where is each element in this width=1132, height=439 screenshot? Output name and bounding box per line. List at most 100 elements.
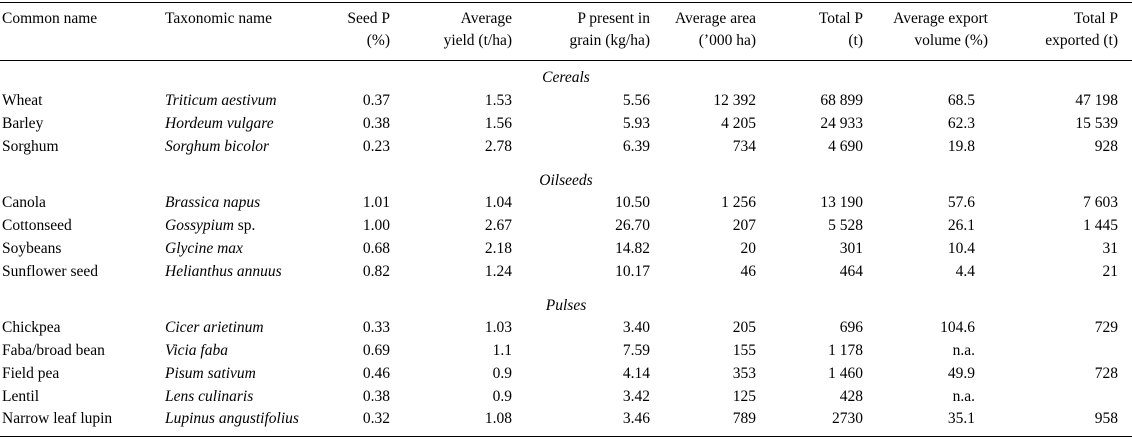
header-taxonomic-name: Taxonomic name [165, 10, 272, 27]
section-title-oilseeds: Oilseeds [539, 172, 593, 189]
row-seed-p: 0.68 [362, 240, 390, 257]
row-area: 789 [732, 410, 756, 427]
row-export-pct: 19.8 [947, 138, 975, 155]
row-taxonomic-name: Hordeum vulgare [165, 115, 274, 132]
row-taxonomic-name: Helianthus annuus [165, 263, 282, 280]
row-p-exported: 958 [1094, 410, 1118, 427]
row-p-exported: 1 445 [1083, 217, 1118, 234]
row-total-p: 13 190 [820, 194, 863, 211]
row-export-pct: 62.3 [947, 115, 975, 132]
row-total-p: 1 178 [828, 342, 863, 359]
row-area: 125 [732, 388, 756, 405]
row-seed-p: 0.46 [362, 365, 390, 382]
row-total-p: 301 [839, 240, 863, 257]
header-rule [0, 60, 1132, 61]
row-yield: 1.04 [484, 194, 512, 211]
row-p-exported: 15 539 [1075, 115, 1118, 132]
row-yield: 1.08 [484, 410, 512, 427]
row-total-p: 2730 [832, 410, 863, 427]
row-common-name: Chickpea [2, 319, 61, 336]
row-seed-p: 0.82 [362, 263, 390, 280]
row-taxonomic-name: Sorghum bicolor [165, 138, 270, 155]
row-yield: 1.56 [484, 115, 512, 132]
header-average-export-line1: Average export [893, 10, 988, 27]
row-p-grain: 10.17 [615, 263, 650, 280]
row-yield: 0.9 [492, 365, 512, 382]
row-p-exported: 7 603 [1083, 194, 1118, 211]
row-taxonomic-name: Glycine max [165, 240, 243, 257]
row-common-name: Cottonseed [2, 217, 72, 234]
row-seed-p: 1.00 [362, 217, 390, 234]
row-taxonomic-name: Lens culinaris [165, 388, 254, 405]
header-average-yield-line1: Average [460, 10, 512, 27]
bottom-rule [0, 436, 1132, 437]
row-taxonomic-name: Triticum aestivum [165, 92, 277, 109]
row-area: 20 [740, 240, 757, 257]
row-area: 734 [732, 138, 756, 155]
row-yield: 2.18 [484, 240, 512, 257]
row-common-name: Sunflower seed [2, 263, 98, 280]
row-p-grain: 3.40 [622, 319, 650, 336]
header-p-present-line1: P present in [577, 10, 650, 27]
row-export-pct: 4.4 [955, 263, 975, 280]
row-common-name: Sorghum [2, 138, 59, 155]
header-average-export: Average export volume (%) [880, 8, 988, 52]
row-seed-p: 0.32 [362, 410, 390, 427]
row-p-grain: 14.82 [615, 240, 650, 257]
row-p-exported: 31 [1102, 240, 1119, 257]
header-total-p-exported-line1: Total P [1073, 10, 1118, 27]
row-yield: 2.78 [484, 138, 512, 155]
row-p-exported: 21 [1102, 263, 1119, 280]
row-taxonomic-suffix: sp. [233, 217, 256, 234]
row-seed-p: 0.37 [362, 92, 390, 109]
row-total-p: 696 [839, 319, 863, 336]
row-total-p: 4 690 [828, 138, 863, 155]
row-p-grain: 3.42 [622, 388, 650, 405]
row-export-pct: 68.5 [947, 92, 975, 109]
row-common-name: Faba/broad bean [2, 342, 105, 359]
row-yield: 1.03 [484, 319, 512, 336]
row-area: 4 205 [721, 115, 756, 132]
row-p-grain: 26.70 [615, 217, 650, 234]
header-total-p-line2: (t) [848, 32, 863, 49]
row-seed-p: 0.38 [362, 388, 390, 405]
row-seed-p: 1.01 [362, 194, 390, 211]
row-area: 12 392 [713, 92, 756, 109]
row-total-p: 68 899 [820, 92, 863, 109]
row-common-name: Narrow leaf lupin [2, 410, 113, 427]
row-seed-p: 0.23 [362, 138, 390, 155]
row-p-grain: 3.46 [622, 410, 650, 427]
row-common-name: Lentil [2, 388, 40, 405]
row-p-grain: 7.59 [622, 342, 650, 359]
row-area: 205 [732, 319, 756, 336]
top-rule [0, 2, 1132, 3]
header-seed-p-line1: Seed P [347, 10, 390, 27]
row-area: 46 [740, 263, 757, 280]
header-total-p: Total P (t) [780, 8, 863, 52]
section-title-pulses: Pulses [545, 297, 587, 314]
header-total-p-exported-line2: exported (t) [1045, 32, 1118, 49]
header-total-p-line1: Total P [818, 10, 863, 27]
row-common-name: Canola [2, 194, 46, 211]
row-p-grain: 5.56 [622, 92, 650, 109]
row-area: 207 [732, 217, 756, 234]
row-taxonomic-name: Brassica napus [165, 194, 261, 211]
header-seed-p: Seed P (%) [300, 8, 390, 52]
row-total-p: 464 [839, 263, 863, 280]
row-export-pct: 10.4 [947, 240, 975, 257]
header-average-export-line2: volume (%) [914, 32, 988, 49]
header-average-area-line2: (’000 ha) [698, 32, 756, 49]
row-yield: 2.67 [484, 217, 512, 234]
header-p-present: P present in grain (kg/ha) [530, 8, 650, 52]
row-p-exported: 928 [1094, 138, 1118, 155]
row-yield: 1.24 [484, 263, 512, 280]
header-average-area: Average area (’000 ha) [660, 8, 756, 52]
row-seed-p: 0.38 [362, 115, 390, 132]
row-seed-p: 0.69 [362, 342, 390, 359]
header-seed-p-line2: (%) [366, 32, 390, 49]
row-export-pct: 104.6 [940, 319, 975, 336]
row-common-name: Barley [2, 115, 44, 132]
row-yield: 0.9 [492, 388, 512, 405]
header-total-p-exported: Total P exported (t) [1020, 8, 1118, 52]
